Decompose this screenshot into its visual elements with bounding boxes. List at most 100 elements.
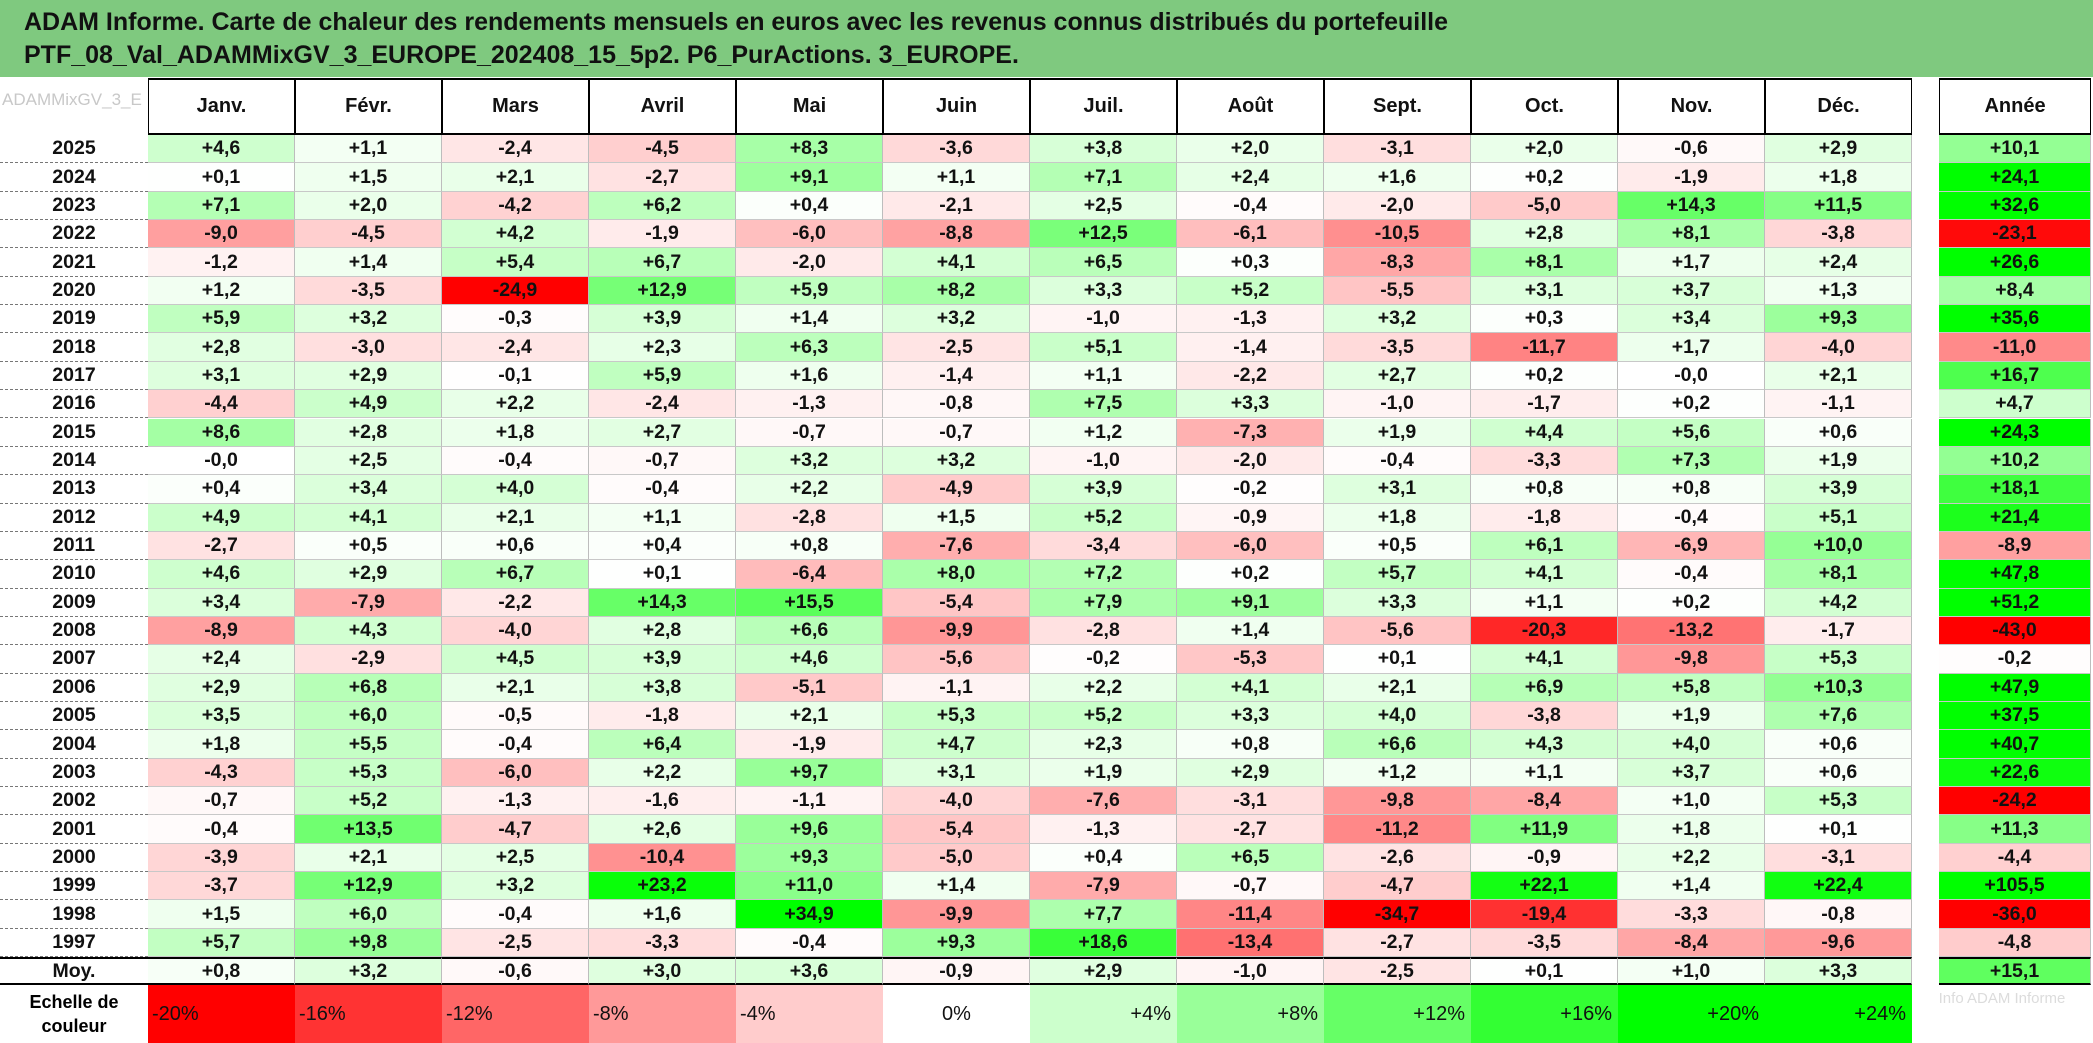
- heat-cell: -6,9: [1618, 531, 1765, 561]
- annual-cell: -11,0: [1939, 333, 2091, 362]
- heat-cell: +4,1: [1471, 560, 1618, 589]
- column-header: Mars: [442, 78, 589, 135]
- color-scale-swatch: +16%: [1471, 985, 1618, 1043]
- heat-cell: +2,0: [1471, 135, 1618, 164]
- column-header: Juin: [883, 78, 1030, 135]
- heat-cell: +1,3: [1765, 276, 1912, 306]
- heat-cell: +0,4: [1030, 843, 1177, 873]
- annual-cell: +18,1: [1939, 475, 2091, 504]
- heat-cell: +9,1: [1177, 588, 1324, 617]
- column-header: Oct.: [1471, 78, 1618, 135]
- heat-cell: -5,0: [883, 843, 1030, 873]
- heat-cell: -0,7: [736, 418, 883, 447]
- heat-cell: -0,2: [1177, 475, 1324, 504]
- color-scale-swatch: +12%: [1324, 985, 1471, 1043]
- color-scale-swatch: -8%: [589, 985, 736, 1043]
- heat-cell: +1,1: [1471, 588, 1618, 617]
- heat-cell: +0,3: [1177, 248, 1324, 277]
- heat-cell: +0,2: [1618, 390, 1765, 419]
- heat-cell: -4,9: [883, 475, 1030, 504]
- column-header: Juil.: [1030, 78, 1177, 135]
- heat-cell: +1,8: [442, 418, 589, 447]
- year-label: 2017: [0, 361, 148, 391]
- heat-cell: -8,4: [1471, 787, 1618, 816]
- year-label: 2018: [0, 333, 148, 362]
- heat-cell: -1,1: [883, 673, 1030, 702]
- heat-cell: -1,4: [1177, 333, 1324, 362]
- annual-cell: -0,2: [1939, 645, 2091, 674]
- heat-cell: -0,4: [736, 928, 883, 958]
- year-label: 2016: [0, 390, 148, 419]
- heat-cell: +0,6: [1765, 730, 1912, 759]
- heat-cell: -0,4: [442, 446, 589, 476]
- heat-cell: +5,1: [1030, 333, 1177, 362]
- heat-cell: -2,5: [442, 928, 589, 958]
- heat-cell: -0,4: [589, 475, 736, 504]
- heat-cell: -1,8: [1471, 503, 1618, 532]
- heat-cell: +2,1: [736, 702, 883, 731]
- heat-cell: -1,3: [1177, 305, 1324, 334]
- heat-cell: +9,3: [1765, 305, 1912, 334]
- year-label: 2020: [0, 276, 148, 306]
- annual-cell: +24,1: [1939, 163, 2091, 192]
- heat-cell: -6,0: [1177, 531, 1324, 561]
- heat-cell: +0,8: [1177, 730, 1324, 759]
- heat-cell: -11,2: [1324, 815, 1471, 844]
- heat-cell: -9,6: [1765, 928, 1912, 958]
- heat-cell: -8,3: [1324, 248, 1471, 277]
- year-label: 1997: [0, 928, 148, 958]
- heat-cell: -2,7: [589, 163, 736, 192]
- heat-cell: -1,9: [1618, 163, 1765, 192]
- heat-cell: -3,5: [1471, 928, 1618, 958]
- heat-cell: +6,1: [1471, 531, 1618, 561]
- heat-cell: +9,1: [736, 163, 883, 192]
- heat-cell: -1,4: [883, 361, 1030, 391]
- annual-cell: +47,8: [1939, 560, 2091, 589]
- heat-cell: +3,7: [1618, 758, 1765, 788]
- heat-cell: +3,2: [736, 446, 883, 476]
- heat-cell: -1,6: [589, 787, 736, 816]
- heat-cell: +6,9: [1471, 673, 1618, 702]
- heat-cell: +0,8: [1471, 475, 1618, 504]
- heat-cell: -0,0: [148, 446, 295, 476]
- heat-cell: +5,2: [1177, 276, 1324, 306]
- heat-cell: -0,6: [1618, 135, 1765, 164]
- heat-cell: +5,4: [442, 248, 589, 277]
- heat-cell: +3,3: [1177, 390, 1324, 419]
- heat-cell: -1,8: [589, 702, 736, 731]
- heat-cell: +2,1: [1324, 673, 1471, 702]
- heat-cell: +0,4: [148, 475, 295, 504]
- heat-cell: -3,3: [589, 928, 736, 958]
- heat-cell: -5,5: [1324, 276, 1471, 306]
- year-label: 2011: [0, 531, 148, 561]
- heat-cell: +4,9: [295, 390, 442, 419]
- heat-cell: +2,8: [148, 333, 295, 362]
- heat-cell: +8,1: [1765, 560, 1912, 589]
- annual-cell: +8,4: [1939, 276, 2091, 306]
- average-cell: -0,6: [442, 957, 589, 986]
- annual-cell: +26,6: [1939, 248, 2091, 277]
- heat-cell: -8,4: [1618, 928, 1765, 958]
- heat-cell: -5,0: [1471, 191, 1618, 221]
- heat-cell: +4,1: [295, 503, 442, 532]
- heat-cell: -5,3: [1177, 645, 1324, 674]
- heat-cell: +0,3: [1471, 305, 1618, 334]
- heat-cell: +2,4: [148, 645, 295, 674]
- heat-cell: +6,0: [295, 702, 442, 731]
- heat-cell: +1,8: [1765, 163, 1912, 192]
- heat-cell: +1,9: [1030, 758, 1177, 788]
- heat-cell: -9,9: [883, 616, 1030, 646]
- heat-cell: +3,2: [1324, 305, 1471, 334]
- heat-cell: -2,1: [883, 191, 1030, 221]
- annual-cell: -4,4: [1939, 843, 2091, 873]
- annual-cell: +24,3: [1939, 418, 2091, 447]
- year-label: 2022: [0, 220, 148, 249]
- heat-cell: -4,4: [148, 390, 295, 419]
- faded-footer-note: Info ADAM Informe: [1938, 990, 2066, 1007]
- heat-cell: -3,8: [1471, 702, 1618, 731]
- annual-cell: +47,9: [1939, 673, 2091, 702]
- heat-cell: +3,1: [883, 758, 1030, 788]
- heat-cell: +4,2: [1765, 588, 1912, 617]
- heat-cell: -24,9: [442, 276, 589, 306]
- heat-cell: +5,8: [1618, 673, 1765, 702]
